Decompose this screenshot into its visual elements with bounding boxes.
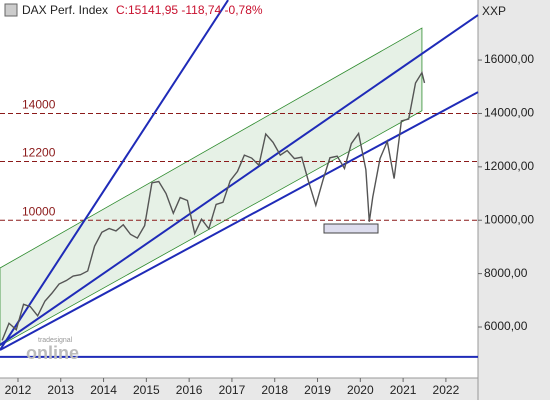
y-tick-label: 6000,00 [484,319,528,333]
y-tick-label: 10000,00 [484,212,534,226]
x-tick-label: 2017 [219,383,246,397]
plot-area [0,0,478,378]
level-label: 12200 [22,146,56,160]
chart-title: DAX Perf. Index [22,3,108,17]
y-tick-label: 14000,00 [484,106,534,120]
x-tick-label: 2018 [261,383,288,397]
level-label: 14000 [22,98,56,112]
annotation-box [323,223,379,234]
watermark: tradesignal [38,337,73,344]
trend-channel [0,27,423,347]
price-line [1,70,426,341]
trend-line [0,91,479,351]
x-tick-label: 2015 [133,383,160,397]
y-tick-label: 12000,00 [484,159,534,173]
trend-line [0,0,229,351]
trend-line [0,14,479,346]
x-tick-label: 2021 [390,383,417,397]
plot: 14000 12200 10000 [0,0,479,358]
x-tick-label: 2020 [347,383,374,397]
x-tick-label: 2019 [304,383,331,397]
watermark: online [26,343,79,363]
y-tick-label: 16000,00 [484,52,534,66]
x-tick-label: 2016 [176,383,203,397]
x-tick-label: 2012 [5,383,32,397]
x-tick-label: 2014 [90,383,117,397]
y-tick-label: 8000,00 [484,266,528,280]
axis-label: XXP [482,4,506,18]
x-tick-label: 2022 [433,383,460,397]
menu-icon[interactable] [4,3,18,17]
x-axis-area [0,378,478,400]
chart-subtitle: C:15141,95 -118,74 -0,78% [116,3,263,17]
level-label: 10000 [22,204,56,218]
x-tick-label: 2013 [47,383,74,397]
y-axis-area [478,0,550,400]
